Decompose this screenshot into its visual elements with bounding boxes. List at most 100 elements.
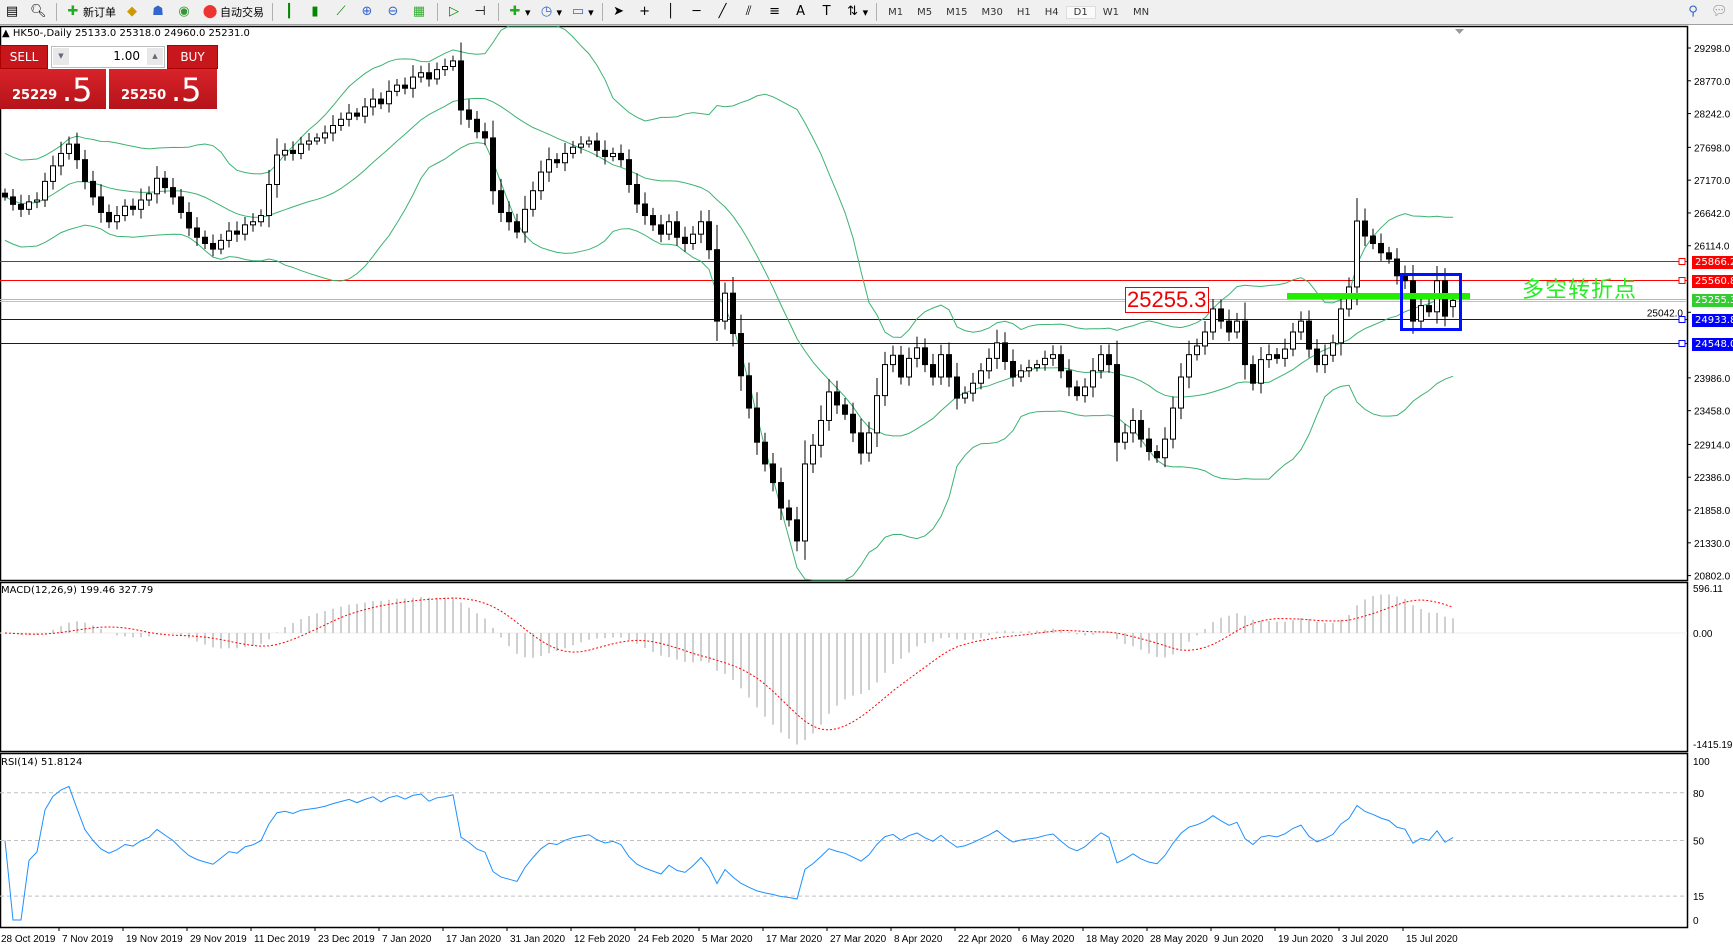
pivot-level-bar[interactable] — [1287, 293, 1470, 299]
level-handle[interactable] — [1678, 340, 1686, 347]
candle-body — [1162, 438, 1168, 459]
metaeditor-button[interactable]: ◆ — [120, 1, 146, 23]
candle-body — [1122, 432, 1128, 443]
vertical-line-button[interactable]: │ — [659, 1, 685, 23]
horizontal-line-button[interactable]: ─ — [685, 1, 711, 23]
highlight-rectangle[interactable] — [1400, 273, 1462, 331]
crosshair-button[interactable]: + — [633, 1, 659, 23]
profiles-button[interactable]: 🔍︎ — [26, 1, 52, 23]
sell-button[interactable]: SELL — [0, 45, 48, 69]
macd-axis-label: 596.11 — [1693, 584, 1723, 595]
timeframe-d1[interactable]: D1 — [1065, 5, 1096, 19]
timeframe-w1[interactable]: W1 — [1102, 6, 1119, 18]
zoom-in-button[interactable]: ⊕ — [355, 1, 381, 23]
zoom-out-button[interactable]: ⊖ — [381, 1, 407, 23]
buy-price-button[interactable]: 25250 .5 — [109, 69, 217, 109]
lot-size-field[interactable]: ▼ 1.00 ▲ — [51, 46, 165, 68]
trendline-button[interactable]: ╱ — [711, 1, 737, 23]
candle-body — [1290, 331, 1296, 350]
chart-shift-button[interactable]: ⊣ — [468, 1, 494, 23]
date-tick-label: 7 Jan 2020 — [382, 934, 432, 945]
candle-body — [658, 224, 664, 235]
search-button[interactable]: ⚲ — [1681, 1, 1707, 23]
timeframe-m1[interactable]: M1 — [888, 6, 904, 18]
tile-windows-button[interactable]: ▦ — [407, 1, 433, 23]
candle-body — [1058, 354, 1064, 372]
one-click-trading-panel: SELL ▼ 1.00 ▲ BUY 25229 .5 25250 .5 — [0, 45, 218, 109]
chart-window[interactable] — [0, 25, 1733, 949]
sell-price-button[interactable]: 25229 .5 — [0, 69, 106, 109]
level-handle[interactable] — [1678, 316, 1686, 323]
timeframe-h4[interactable]: H4 — [1044, 6, 1059, 18]
candle-body — [210, 242, 216, 250]
toolbar-separator — [498, 3, 499, 21]
toolbar-separator — [876, 3, 878, 21]
candle-body — [1426, 305, 1432, 313]
candle-body — [794, 519, 800, 542]
bollinger-upper-band — [4, 25, 1454, 338]
candle-body — [1234, 320, 1240, 333]
indicators-button[interactable]: ✚ ▾ — [503, 1, 535, 23]
fibonacci-button[interactable]: ≡ — [763, 1, 789, 23]
terminal-button[interactable]: ☗ — [146, 1, 172, 23]
candle-body — [858, 432, 864, 454]
candle-body — [402, 84, 408, 89]
timeframe-m5[interactable]: M5 — [917, 6, 933, 18]
candle-body — [1202, 331, 1208, 347]
candle-body — [442, 66, 448, 71]
candle-body — [1330, 342, 1336, 356]
date-tick-label: 17 Jan 2020 — [446, 934, 501, 945]
macd-panel-frame — [0, 581, 1689, 753]
periods-button[interactable]: ◷ ▾ — [535, 1, 567, 23]
pivot-price-label[interactable]: 25255.3 — [1125, 287, 1209, 313]
candle-body — [26, 201, 32, 210]
level-handle[interactable] — [1678, 258, 1686, 265]
candle-body — [1210, 308, 1216, 333]
pivot-text-label[interactable]: 多空转折点 — [1522, 278, 1638, 303]
candle-body — [1090, 370, 1096, 388]
lot-size-value[interactable]: 1.00 — [113, 49, 140, 63]
timeframe-h1[interactable]: H1 — [1016, 6, 1031, 18]
candlestick-button[interactable]: ▮ — [303, 1, 329, 23]
candle-body — [394, 84, 400, 92]
candle-body — [434, 69, 440, 80]
channel-button[interactable]: ⫽ — [737, 1, 763, 23]
candle-body — [1282, 348, 1288, 359]
new-order-button[interactable]: ✚ 新订单 — [61, 1, 120, 23]
price-tick-label: 23986.0 — [1694, 374, 1731, 385]
candle-body — [1314, 348, 1320, 366]
macd-axis-label: 0.00 — [1693, 629, 1713, 640]
timeframe-m30[interactable]: M30 — [981, 6, 1003, 18]
autoscroll-button[interactable]: ▷ — [442, 1, 468, 23]
lot-increase-button[interactable]: ▲ — [147, 48, 163, 65]
bar-chart-button[interactable]: ┃ — [277, 1, 303, 23]
chart-shift-marker[interactable] — [1455, 29, 1464, 34]
candle-body — [578, 143, 584, 148]
buy-button[interactable]: BUY — [167, 45, 218, 69]
timeframe-mn[interactable]: MN — [1132, 6, 1150, 18]
timeframe-m15[interactable]: M15 — [946, 6, 968, 18]
macd-label: MACD(12,26,9) 199.46 327.79 — [1, 585, 154, 596]
text-button[interactable]: A — [789, 1, 815, 23]
templates-button[interactable]: ▭ ▾ — [571, 4, 594, 19]
channel-icon: ⫽ — [745, 4, 752, 19]
candle-body — [186, 211, 192, 229]
auto-trading-button[interactable]: ⬤ 自动交易 — [198, 1, 268, 23]
level-handle[interactable] — [1678, 277, 1686, 284]
candle-body — [570, 146, 576, 154]
chat-button[interactable]: 💬︎ — [1707, 1, 1733, 23]
candle-body — [106, 211, 112, 223]
cursor-button[interactable]: ➤ — [607, 1, 633, 23]
candle-body — [994, 342, 1000, 359]
text-label-button[interactable]: T — [815, 1, 841, 23]
candle-body — [946, 354, 952, 378]
arrows-button[interactable]: ⇅ ▾ — [841, 1, 873, 23]
line-chart-button[interactable]: ⟋ — [329, 1, 355, 23]
new-chart-button[interactable]: ▤ — [0, 1, 26, 23]
signals-button[interactable]: ◉ — [172, 1, 198, 23]
lot-decrease-button[interactable]: ▼ — [53, 48, 69, 65]
candle-body — [986, 357, 992, 372]
candle-body — [1338, 308, 1344, 344]
date-tick-label: 28 Oct 2019 — [1, 934, 56, 945]
